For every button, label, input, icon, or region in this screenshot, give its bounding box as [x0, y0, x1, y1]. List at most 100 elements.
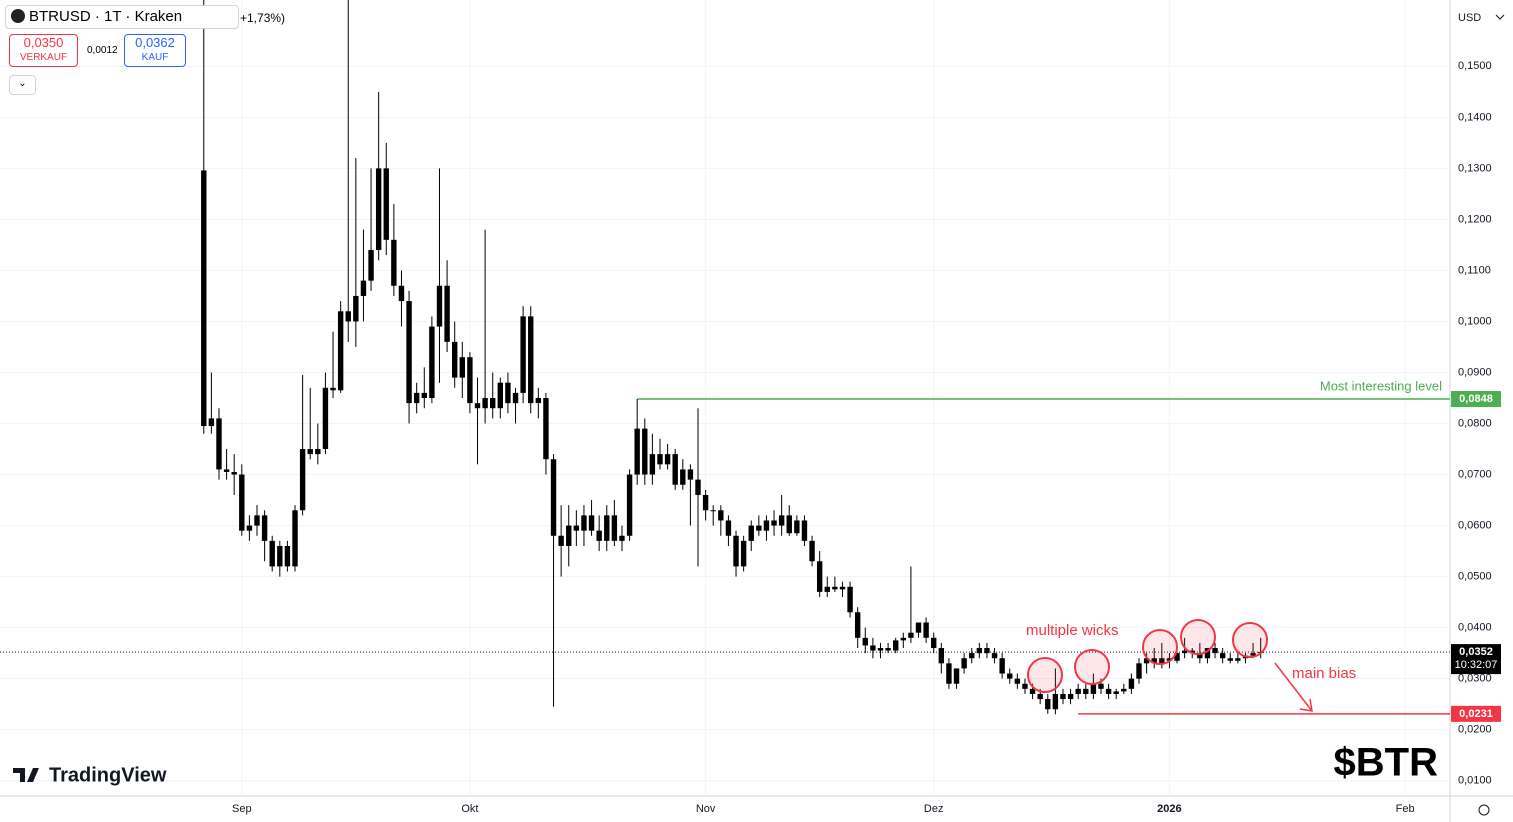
sell-price: 0,0350	[23, 35, 64, 50]
candle-body	[619, 535, 625, 541]
candle-body	[239, 474, 245, 531]
x-tick-label: Dez	[924, 803, 944, 815]
candle-body	[832, 586, 838, 590]
candle-body	[862, 637, 868, 646]
candle-body	[1197, 653, 1203, 659]
symbol-icon	[11, 9, 25, 23]
candle-body	[1045, 699, 1051, 710]
candle-body	[1250, 653, 1256, 656]
candle-body	[1022, 683, 1028, 689]
candle-body	[672, 454, 678, 485]
candle-body	[1083, 688, 1089, 694]
y-tick-label: 0,0800	[1458, 417, 1492, 429]
candle-body	[657, 454, 663, 465]
sell-button[interactable]: 0,0350 VERKAUF	[9, 34, 78, 67]
candle-body	[847, 586, 853, 613]
candle-body	[467, 357, 473, 404]
candle-body	[885, 648, 891, 651]
y-tick-label: 0,0200	[1458, 724, 1492, 736]
candle-body	[497, 382, 504, 409]
collapse-button[interactable]: ⌄	[9, 75, 36, 95]
candle-body	[763, 520, 770, 531]
candle-body	[1090, 683, 1097, 694]
settings-icon[interactable]	[1478, 804, 1490, 816]
candle-body	[1166, 658, 1173, 661]
candle-body	[208, 418, 215, 427]
price-tag-label: 0,0231	[1459, 708, 1493, 720]
candle-body	[854, 612, 861, 638]
candle-body	[459, 357, 465, 378]
candle-body	[353, 295, 359, 322]
spread: 0,0012	[87, 45, 118, 56]
y-tick-label: 0,1400	[1458, 111, 1492, 123]
candle-body	[710, 510, 716, 512]
circle	[1180, 619, 1216, 655]
candle-body	[702, 494, 709, 511]
candle-body	[406, 301, 412, 404]
candle-body	[1174, 653, 1180, 661]
candle-body	[429, 326, 435, 398]
dropdown-icon[interactable]	[1495, 14, 1505, 20]
candle-body	[809, 540, 815, 562]
candle-body	[490, 398, 496, 409]
candle-body	[1143, 658, 1150, 664]
candle-body	[984, 648, 990, 654]
candle-body	[946, 663, 952, 684]
annotation: main bias	[1292, 665, 1356, 682]
x-tick-label: Nov	[696, 803, 716, 815]
change: +1,73%)	[240, 11, 286, 25]
candle-body	[1007, 673, 1013, 679]
candle-body	[1235, 658, 1241, 661]
symbol-box[interactable]: BTRUSD · 1T · Kraken	[5, 5, 239, 29]
circle	[1027, 657, 1063, 693]
candle-body	[1075, 688, 1081, 694]
candle-body	[535, 398, 542, 404]
candle-body	[345, 311, 351, 322]
candle-body	[1060, 693, 1066, 700]
candle-body	[322, 387, 329, 450]
candle-body	[642, 428, 648, 475]
candle-body	[969, 653, 975, 659]
candle-body	[444, 285, 450, 342]
candle-body	[1014, 678, 1021, 684]
candle-body	[626, 474, 633, 536]
bias-arrow	[1274, 662, 1313, 712]
candle-body	[512, 392, 519, 404]
candle-body	[771, 520, 777, 526]
candle-body	[1181, 650, 1188, 654]
y-tick-label: 0,1300	[1458, 162, 1492, 174]
symbol: BTRUSD · 1T · Kraken	[29, 8, 183, 25]
buy-label: KAUF	[141, 52, 169, 63]
y-tick-label: 0,1200	[1458, 213, 1492, 225]
candle-body	[550, 459, 557, 536]
candle-body	[923, 622, 929, 638]
y-tick-label: 0,0500	[1458, 570, 1492, 582]
candle-body	[223, 469, 230, 472]
wick-circles	[1027, 619, 1268, 693]
candle-body	[999, 658, 1005, 674]
candle-body	[953, 668, 960, 684]
buy-button[interactable]: 0,0362 KAUF	[124, 34, 186, 67]
candle-body	[573, 525, 580, 531]
candle-body	[794, 520, 800, 534]
y-tick-label: 0,0700	[1458, 468, 1492, 480]
x-tick-label: Okt	[461, 803, 478, 815]
candle-body	[528, 316, 534, 404]
candle-body	[1227, 658, 1233, 661]
candle-body	[421, 392, 427, 398]
candle-body	[1098, 683, 1104, 689]
currency: USD	[1458, 12, 1481, 24]
candle-body	[733, 535, 739, 567]
candle-body	[824, 586, 830, 592]
candle-body	[611, 515, 618, 541]
y-tick-label: 0,0300	[1458, 673, 1492, 685]
candle-body	[786, 515, 792, 534]
candle-body	[315, 449, 321, 455]
candle-body	[695, 479, 701, 495]
candle-body	[269, 540, 275, 567]
candle-body	[1212, 648, 1218, 654]
y-tick-label: 0,0100	[1458, 775, 1492, 787]
watermark: $BTR	[1334, 741, 1439, 785]
